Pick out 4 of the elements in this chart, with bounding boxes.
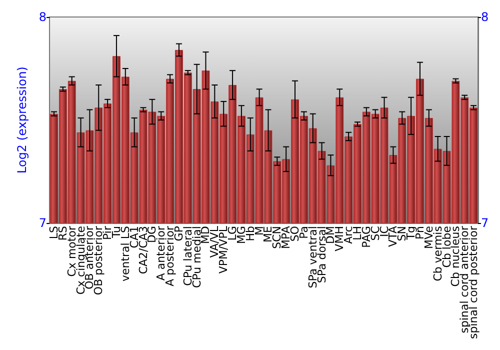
y-axis-title: Log2 (expression) — [15, 66, 29, 174]
y2-tick-label: 7 — [481, 216, 489, 230]
x-tick-label: Tg — [404, 226, 418, 241]
y2-tick-label: 8 — [481, 10, 489, 24]
